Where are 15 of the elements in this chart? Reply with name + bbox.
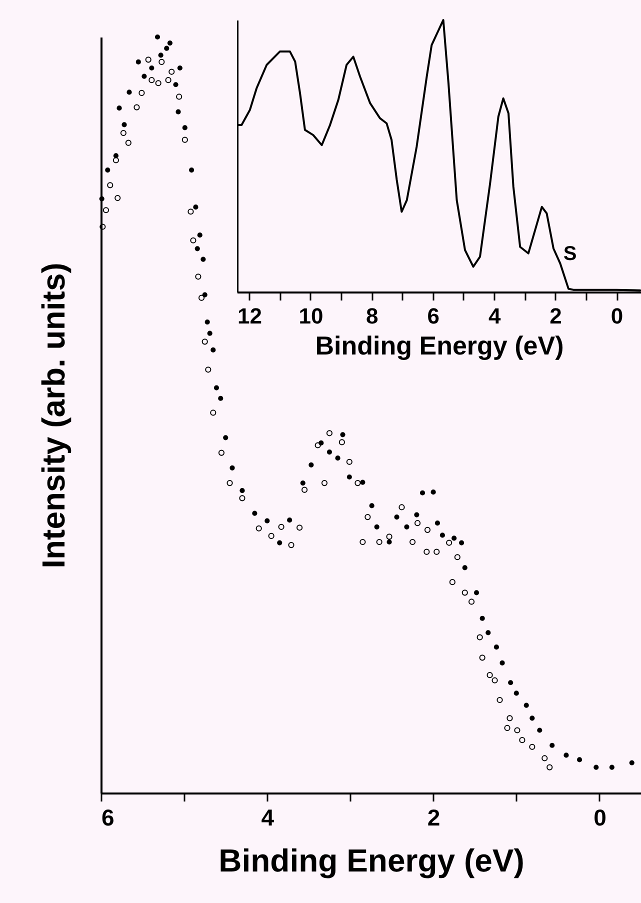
x-tick-label: 8 (366, 304, 378, 328)
x-axis-title: Binding Energy (eV) (315, 330, 564, 360)
y-axis-title: Intensity (arb. units) (36, 262, 72, 568)
x-tick-label: 2 (550, 304, 562, 328)
annotation: S (563, 243, 577, 265)
x-tick-label: 12 (238, 304, 262, 328)
x-axis-title: Binding Energy (eV) (218, 842, 524, 878)
x-tick-label: 2 (427, 804, 440, 830)
x-tick-label: 0 (610, 304, 624, 328)
x-tick-label: 6 (427, 304, 440, 328)
x-tick-label: 6 (102, 804, 114, 830)
x-tick-label: 4 (261, 804, 274, 830)
x-tick-label: 10 (298, 304, 324, 328)
x-tick-label: 0 (594, 804, 606, 830)
x-tick-label: 4 (488, 304, 502, 328)
